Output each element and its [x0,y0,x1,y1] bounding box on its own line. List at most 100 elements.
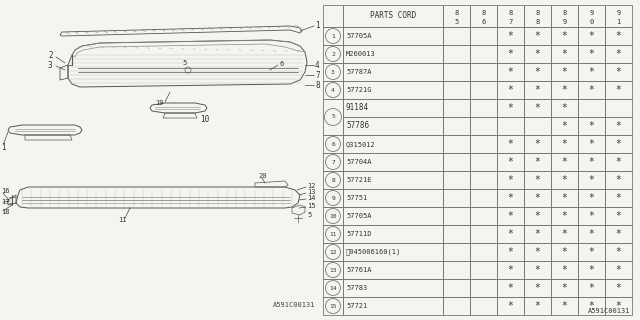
Bar [605,63,632,81]
Bar [343,189,443,207]
Text: *: * [616,247,621,257]
Text: 17: 17 [1,199,10,205]
Text: *: * [534,49,540,59]
Bar [551,135,578,153]
Text: 57711D: 57711D [346,231,371,237]
Text: 2: 2 [48,52,52,60]
Text: 13: 13 [329,268,337,273]
Bar [323,63,343,81]
Bar [578,117,605,135]
Text: *: * [589,247,595,257]
Text: *: * [616,157,621,167]
Bar [443,5,470,27]
Bar [551,243,578,261]
Text: 8: 8 [536,10,540,16]
Text: *: * [508,283,513,293]
Text: 8: 8 [508,10,513,16]
Bar [605,81,632,99]
Bar [551,63,578,81]
Bar [551,99,578,117]
Bar [524,99,551,117]
Bar [343,261,443,279]
Bar [470,279,497,297]
Text: *: * [508,49,513,59]
Text: 1: 1 [1,142,6,151]
Text: *: * [534,31,540,41]
Text: *: * [534,301,540,311]
Text: *: * [589,85,595,95]
Text: *: * [589,229,595,239]
Text: *: * [561,157,568,167]
Bar [323,243,343,261]
Bar [343,117,443,135]
Bar [343,279,443,297]
Text: *: * [616,67,621,77]
Text: 9: 9 [331,196,335,201]
Text: *: * [589,31,595,41]
Text: 5: 5 [307,212,311,218]
Text: A591C00131: A591C00131 [273,302,315,308]
Bar [497,45,524,63]
Bar [443,81,470,99]
Text: *: * [561,67,568,77]
Bar [443,261,470,279]
Bar [443,117,470,135]
Bar [497,81,524,99]
Bar [551,45,578,63]
Bar [551,225,578,243]
Text: *: * [589,193,595,203]
Bar [497,27,524,45]
Text: *: * [534,175,540,185]
Bar [343,63,443,81]
Bar [443,63,470,81]
Text: *: * [616,121,621,131]
Bar [578,153,605,171]
Text: 20: 20 [258,173,266,179]
Bar [470,45,497,63]
Bar [497,207,524,225]
Bar [323,135,343,153]
Bar [497,225,524,243]
Bar [578,297,605,315]
Text: *: * [534,229,540,239]
Bar [343,5,443,27]
Bar [605,99,632,117]
Bar [323,171,343,189]
Bar [578,63,605,81]
Text: 15: 15 [329,303,337,308]
Bar [343,225,443,243]
Bar [343,45,443,63]
Bar [343,171,443,189]
Bar [443,153,470,171]
Text: M260013: M260013 [346,51,376,57]
Text: 7: 7 [315,70,319,79]
Text: 3: 3 [48,60,52,69]
Text: *: * [508,85,513,95]
Text: *: * [589,67,595,77]
Bar [605,117,632,135]
Text: 15: 15 [307,203,316,209]
Bar [578,243,605,261]
Text: 57787A: 57787A [346,69,371,75]
Text: *: * [616,85,621,95]
Bar [605,243,632,261]
Text: *: * [616,139,621,149]
Bar [470,27,497,45]
Bar [524,297,551,315]
Bar [497,297,524,315]
Text: 4: 4 [331,87,335,92]
Text: *: * [616,31,621,41]
Bar [524,225,551,243]
Text: 12: 12 [329,250,337,254]
Bar [323,45,343,63]
Bar [323,261,343,279]
Text: *: * [589,211,595,221]
Bar [578,5,605,27]
Text: *: * [534,103,540,113]
Text: Ⓢ045006160(1): Ⓢ045006160(1) [346,249,401,255]
Text: 57761A: 57761A [346,267,371,273]
Bar [551,261,578,279]
Text: 5: 5 [182,60,186,66]
Text: 5: 5 [331,115,335,119]
Text: *: * [561,121,568,131]
